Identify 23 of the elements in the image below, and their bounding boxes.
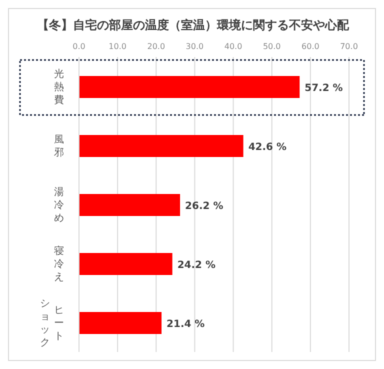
x-tick-label: 40.0 bbox=[224, 42, 242, 51]
y-tick-label: 風邪 bbox=[54, 134, 64, 158]
y-tick-label: 湯冷め bbox=[54, 186, 64, 224]
bar bbox=[79, 135, 244, 157]
x-tick-label: 60.0 bbox=[302, 42, 320, 51]
y-tick-label: 寝冷え bbox=[54, 245, 64, 283]
data-label: 42.6 % bbox=[248, 142, 286, 153]
x-tick-label: 10.0 bbox=[108, 42, 126, 51]
data-label: 26.2 % bbox=[185, 201, 224, 212]
y-tick-label: 光熱費 bbox=[54, 68, 64, 106]
data-label: 24.2 % bbox=[177, 260, 216, 271]
x-tick-label: 0.0 bbox=[72, 42, 86, 51]
x-tick-label: 70.0 bbox=[340, 42, 358, 51]
data-label: 21.4 % bbox=[166, 319, 205, 330]
chart-title: 【冬】自宅の部屋の温度（室温）環境に関する不安や心配 bbox=[36, 17, 350, 34]
bar bbox=[79, 312, 162, 334]
x-tick-label: 50.0 bbox=[262, 42, 281, 51]
bar bbox=[79, 253, 172, 275]
data-label: 57.2 % bbox=[304, 83, 343, 94]
bar bbox=[79, 194, 180, 216]
bar bbox=[79, 76, 300, 98]
x-tick-label: 30.0 bbox=[186, 42, 204, 51]
x-tick-label: 20.0 bbox=[147, 42, 166, 51]
